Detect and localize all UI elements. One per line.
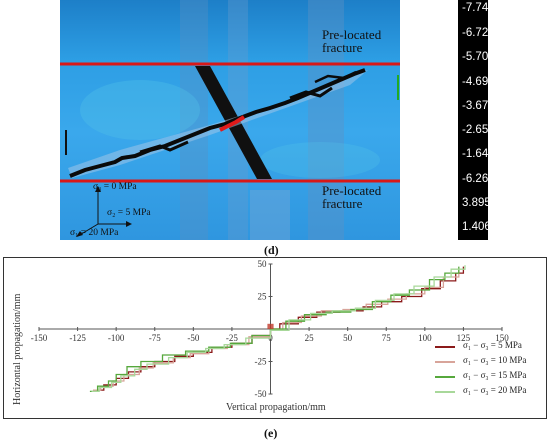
x-tick-label: -150 [31, 333, 48, 343]
series-line-4 [91, 265, 466, 393]
x-tick-label: -75 [149, 333, 161, 343]
colorbar-tick: -7.741e+001 [462, 2, 488, 14]
x-axis-label: Vertical propagation/mm [226, 402, 326, 413]
colorbar-tick: 1.406e+001 [462, 221, 488, 233]
legend-label: σ₁ − σ₃ = 15 MPa [463, 370, 527, 380]
colorbar-tick: -6.267e+000 [462, 173, 488, 185]
chart-frame: -150 -125 -100 -75 -50 -25 0 25 50 75 100 125 150 -50… [3, 257, 547, 419]
legend-swatch [435, 361, 455, 363]
y-axis-label: Horizontal propagation/mm [12, 293, 23, 405]
lower-fracture-label: Pre-located fracture [322, 183, 382, 211]
colorbar-tick: -3.676e+001 [462, 100, 488, 112]
y-tick-label: 50 [258, 259, 268, 269]
colorbar-tick: -2.659e+001 [462, 124, 488, 136]
legend-label: σ₁ − σ₃ = 5 MPa [463, 340, 522, 350]
upper-fracture-label: Pre-located fracture [322, 27, 382, 55]
x-tick-label: -125 [69, 333, 86, 343]
x-tick-label: 125 [457, 333, 471, 343]
y-tick-label: -50 [255, 389, 267, 399]
colorbar: -7.741e+001 -6.724e+001 -5.708e+001 -4.6… [458, 0, 488, 240]
x-tick-label: 75 [382, 333, 392, 343]
sigma3-label: σ₃ = 0 MPa [93, 182, 137, 192]
colorbar-tick: -1.643e+001 [462, 148, 488, 160]
panel-d-letter: (d) [264, 243, 279, 257]
x-tick-label: -50 [187, 333, 199, 343]
legend-swatch [435, 376, 455, 378]
colorbar-tick: 3.895e+000 [462, 197, 488, 209]
x-tick-label: -100 [108, 333, 125, 343]
x-tick-label: 150 [495, 333, 509, 343]
sigma1-label: σ₁ = 20 MPa [70, 228, 119, 238]
crack-path [69, 68, 366, 178]
propagation-chart: -150 -125 -100 -75 -50 -25 0 25 50 75 100 125 150-50… [31, 259, 510, 399]
sigma2-label: σ₂ = 5 MPa [107, 208, 151, 218]
simulation-image [60, 0, 400, 240]
colorbar-tick: -5.708e+001 [462, 51, 488, 63]
legend-label: σ₁ − σ₃ = 20 MPa [463, 385, 527, 395]
legend-label: σ₁ − σ₃ = 10 MPa [463, 355, 527, 365]
y-tick-label: -25 [255, 357, 267, 367]
y-tick-label: 25 [258, 292, 268, 302]
colorbar-tick: -6.724e+001 [462, 27, 488, 39]
panel-e-letter: (e) [264, 426, 278, 440]
simulation-panel: Pre-located fracture Pre-located fracture … [60, 0, 488, 240]
x-tick-label: 50 [343, 333, 353, 343]
origin-marker [267, 323, 274, 329]
x-tick-label: -25 [226, 333, 238, 343]
legend-swatch [435, 391, 455, 393]
x-tick-label: 25 [305, 333, 315, 343]
colorbar-tick: -4.692e+001 [462, 76, 488, 88]
legend-swatch [435, 346, 455, 348]
x-tick-label: 100 [418, 333, 432, 343]
